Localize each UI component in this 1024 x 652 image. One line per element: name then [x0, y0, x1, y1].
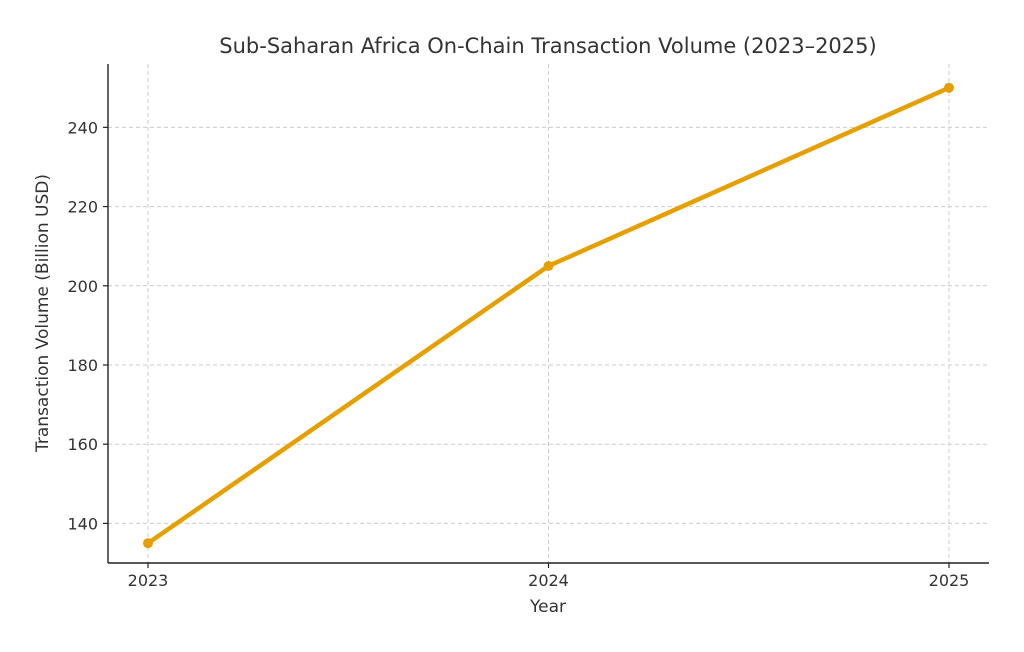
y-tick-label: 140: [67, 514, 98, 533]
data-point: [944, 82, 954, 93]
data-point: [143, 538, 153, 549]
y-axis-label: Transaction Volume (Billion USD): [33, 174, 53, 453]
chart-title: Sub-Saharan Africa On-Chain Transaction …: [219, 34, 876, 58]
axes: [107, 64, 989, 564]
ticks: 140 160 180 200 220 240 2023 2024 2025: [67, 118, 969, 590]
y-tick-label: 200: [67, 277, 98, 296]
y-tick-label: 160: [67, 435, 98, 454]
grid: [108, 64, 989, 563]
y-tick-label: 180: [67, 356, 98, 375]
series: [143, 82, 954, 549]
x-tick-label: 2024: [528, 571, 569, 590]
data-point: [543, 260, 554, 271]
y-tick-label: 220: [67, 198, 98, 217]
x-tick-label: 2025: [929, 571, 970, 590]
y-tick-label: 240: [67, 118, 98, 137]
x-axis-label: Year: [529, 597, 566, 617]
x-tick-label: 2023: [128, 571, 169, 590]
